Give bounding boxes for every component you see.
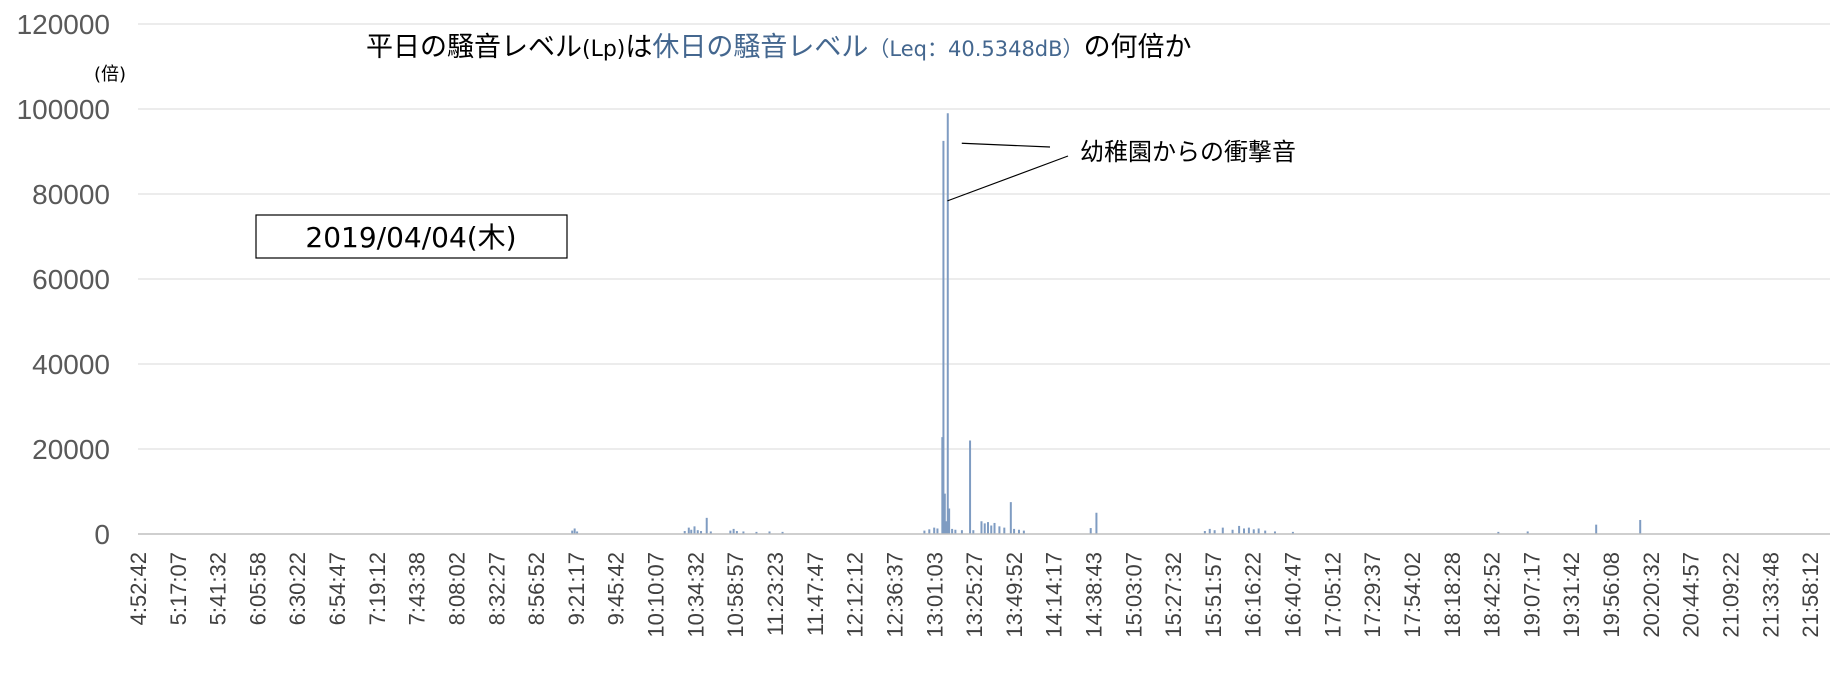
x-tick-label: 8:32:27 — [484, 552, 509, 625]
x-tick-label: 18:42:52 — [1480, 552, 1505, 638]
y-tick-label: 40000 — [32, 349, 110, 380]
date-box: 2019/04/04(木) — [255, 214, 568, 259]
x-tick-label: 9:45:42 — [604, 552, 629, 625]
annotation-pointer-2 — [947, 155, 1069, 202]
x-tick-label: 17:54:02 — [1400, 552, 1425, 638]
annotation-text: 幼稚園からの衝撃音 — [1080, 138, 1296, 166]
x-tick-label: 10:58:57 — [723, 552, 748, 638]
y-tick-label: 60000 — [32, 264, 110, 295]
x-tick-label: 8:56:52 — [524, 552, 549, 625]
x-tick-label: 15:27:32 — [1161, 552, 1186, 638]
chart-title-part: 平日の騒音レベル — [366, 32, 582, 63]
x-tick-label: 5:17:07 — [166, 552, 191, 625]
x-tick-label: 7:43:38 — [405, 552, 430, 625]
x-axis-ticks: 4:52:42 5:17:07 5:41:32 6:05:58 6:30:22 6:54:… — [126, 552, 1823, 638]
y-tick-label: 100000 — [17, 94, 110, 125]
x-tick-label: 16:16:22 — [1241, 552, 1266, 638]
series-bars — [571, 113, 1642, 534]
x-tick-label: 12:36:37 — [882, 552, 907, 638]
x-tick-label: 20:20:32 — [1639, 552, 1664, 638]
x-tick-label: 13:01:03 — [922, 552, 947, 638]
chart-title-part: の何倍か — [1084, 32, 1192, 63]
x-tick-label: 5:41:32 — [206, 552, 231, 625]
x-tick-label: 7:19:12 — [365, 552, 390, 625]
chart-title-part: は — [625, 32, 652, 63]
gridlines — [138, 23, 1830, 450]
annotation: 幼稚園からの衝撃音 — [947, 138, 1296, 202]
x-tick-label: 10:10:07 — [644, 552, 669, 638]
y-tick-label: 0 — [94, 519, 110, 550]
x-tick-label: 13:49:52 — [1002, 552, 1027, 638]
x-tick-label: 9:21:17 — [564, 552, 589, 625]
x-tick-label: 21:33:48 — [1758, 552, 1783, 638]
y-tick-label: 120000 — [17, 9, 110, 40]
x-tick-label: 17:05:12 — [1320, 552, 1345, 638]
x-tick-label: 11:23:23 — [763, 552, 788, 636]
chart-title-part: (Lp) — [582, 37, 625, 62]
x-tick-label: 21:09:22 — [1718, 552, 1743, 638]
x-tick-label: 8:08:02 — [444, 552, 469, 625]
y-tick-label: 80000 — [32, 179, 110, 210]
x-tick-label: 13:25:27 — [962, 552, 987, 638]
y-axis-ticks: 0 20000 40000 60000 80000 100000 120000 — [17, 9, 110, 550]
x-tick-label: 14:38:43 — [1082, 552, 1107, 638]
annotation-pointer-1 — [961, 142, 1051, 148]
x-tick-label: 21:58:12 — [1798, 552, 1823, 638]
x-tick-label: 4:52:42 — [126, 552, 151, 625]
x-tick-label: 16:40:47 — [1281, 552, 1306, 638]
x-tick-label: 12:12:12 — [843, 552, 868, 638]
date-box-frame — [255, 214, 568, 259]
date-box-text: 2019/04/04(木) — [305, 221, 516, 254]
y-tick-label: 20000 — [32, 434, 110, 465]
x-tick-label: 11:47:47 — [803, 552, 828, 636]
x-tick-label: 15:03:07 — [1121, 552, 1146, 638]
chart-title: 平日の騒音レベル(Lp)は休日の騒音レベル（Leq：40.5348dB）の何倍か — [366, 32, 1192, 63]
x-tick-label: 19:31:42 — [1559, 552, 1584, 638]
x-tick-label: 19:07:17 — [1519, 552, 1544, 638]
x-tick-label: 6:54:47 — [325, 552, 350, 625]
chart-title-part: （Leq：40.5348dB） — [868, 37, 1083, 61]
x-tick-label: 6:05:58 — [245, 552, 270, 625]
y-axis-unit-label: (倍) — [94, 64, 126, 85]
x-tick-label: 18:18:28 — [1440, 552, 1465, 638]
x-tick-label: 19:56:08 — [1599, 552, 1624, 638]
chart-title-part: 休日の騒音レベル — [652, 32, 868, 63]
x-tick-label: 15:51:57 — [1201, 552, 1226, 638]
x-tick-label: 14:14:17 — [1042, 552, 1067, 638]
x-tick-label: 10:34:32 — [683, 552, 708, 638]
x-tick-label: 6:30:22 — [285, 552, 310, 625]
x-tick-label: 20:44:57 — [1679, 552, 1704, 638]
x-tick-label: 17:29:37 — [1360, 552, 1385, 638]
